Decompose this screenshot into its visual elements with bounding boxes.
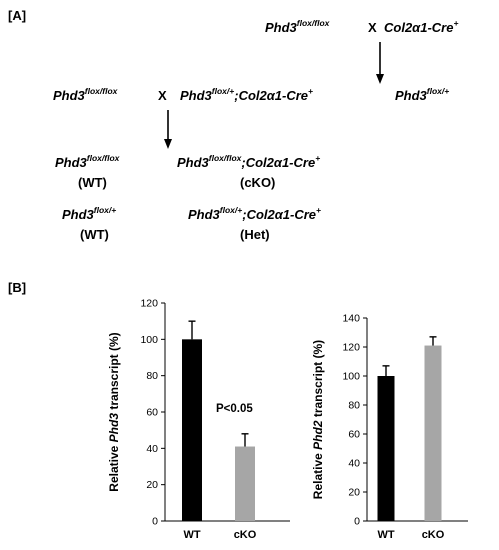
bar-wt (182, 339, 202, 521)
panel-b-label: [B] (8, 280, 26, 295)
y-tick-label: 20 (348, 487, 360, 499)
progeny-1-genotype: Phd3flox/flox (55, 153, 121, 170)
f1-side: Phd3flox/+ (395, 86, 449, 103)
y-tick-label: 100 (342, 371, 360, 383)
panel-a-label: [A] (8, 8, 26, 23)
f1-offspring: Phd3flox/+;Col2α1-Cre+ (180, 86, 313, 103)
y-tick-label: 40 (146, 443, 158, 455)
progeny-2-label: (cKO) (240, 175, 275, 190)
arrow-2-head (164, 139, 172, 149)
progeny-1-label: (WT) (78, 175, 107, 190)
f1-parent: Phd3flox/flox (53, 86, 119, 103)
progeny-2-genotype: Phd3flox/flox;Col2α1-Cre+ (177, 153, 320, 170)
bar-cko (235, 446, 255, 521)
y-tick-label: 60 (348, 429, 360, 441)
progeny-4-label: (Het) (240, 227, 270, 242)
progeny-4-genotype: Phd3flox/+;Col2α1-Cre+ (188, 205, 321, 222)
y-tick-label: 0 (354, 516, 360, 528)
cross-parent-1: Phd3flox/flox (265, 18, 331, 35)
y-tick-label: 40 (348, 458, 360, 470)
cross-symbol-2: X (158, 88, 167, 103)
cross-symbol-1: X (368, 20, 377, 35)
x-category-label: WT (183, 529, 200, 541)
bar-cko (424, 345, 442, 521)
phd2-chart: 0 20 40 60 80 100 120 140 WT cKO Relative Phd2 tra… (311, 313, 468, 541)
cross-parent-2: Col2α1-Cre+ (384, 18, 458, 35)
y-axis-label: Relative Phd2 transcript (%) (311, 340, 325, 499)
y-tick-label: 20 (146, 479, 158, 491)
y-tick-label: 120 (342, 342, 360, 354)
y-tick-label: 100 (140, 334, 158, 346)
y-tick-label: 0 (152, 516, 158, 528)
y-axis-label: Relative Phd3 transcript (%) (107, 332, 121, 491)
x-category-label: cKO (234, 529, 257, 541)
progeny-3-label: (WT) (80, 227, 109, 242)
bar-wt (377, 376, 395, 521)
arrow-1-head (376, 74, 384, 84)
y-tick-label: 80 (348, 400, 360, 412)
y-tick-label: 140 (342, 313, 360, 325)
phd3-chart: 0 20 40 60 80 100 120 WT cKO Relative Phd3 transc… (107, 298, 290, 541)
x-category-label: WT (377, 529, 394, 541)
y-tick-label: 120 (140, 298, 158, 310)
progeny-3-genotype: Phd3flox/+ (62, 205, 116, 222)
y-tick-label: 80 (146, 370, 158, 382)
y-tick-label: 60 (146, 407, 158, 419)
x-category-label: cKO (422, 529, 445, 541)
p-value-annotation: P<0.05 (216, 403, 253, 415)
